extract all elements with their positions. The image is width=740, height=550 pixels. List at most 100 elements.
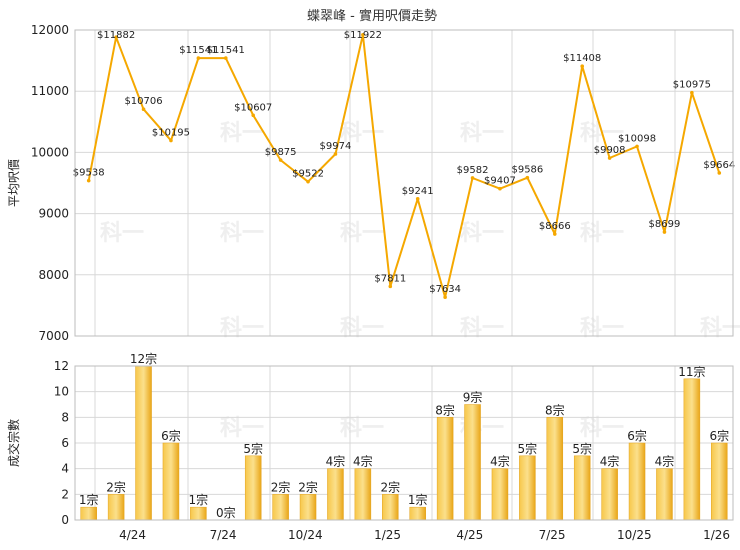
price-point bbox=[635, 144, 639, 149]
price-line-layer: $9538 $11882 $10706 $10195 $11541$11541 $1060… bbox=[73, 30, 735, 299]
price-point bbox=[580, 64, 585, 69]
volume-data-label: 4宗 bbox=[490, 454, 510, 469]
watermark-text: 科一 bbox=[340, 121, 384, 146]
volume-data-label: 2宗 bbox=[271, 479, 291, 494]
price-data-label: $10706 bbox=[124, 96, 162, 107]
volume-data-label: 4宗 bbox=[655, 454, 675, 469]
price-point bbox=[333, 152, 338, 156]
volume-bar bbox=[546, 417, 564, 521]
price-data-label: $11922 bbox=[344, 30, 382, 41]
volume-data-label: 6宗 bbox=[161, 428, 181, 443]
volume-bar-layer: 1宗 2宗 12宗 6宗 1宗 0宗 5宗 2宗 2宗 4宗 4宗 2宗 1宗 8宗 9宗 4宗 5宗 8宗 5宗 4… bbox=[79, 351, 729, 521]
x-tick-label: 4/24 bbox=[119, 528, 146, 542]
volume-bar bbox=[354, 468, 372, 521]
x-tick-label: 1/26 bbox=[703, 528, 730, 542]
price-data-label: $9241 bbox=[402, 186, 434, 197]
price-point bbox=[607, 156, 612, 160]
price-point bbox=[717, 171, 722, 175]
volume-data-label: 5宗 bbox=[518, 441, 538, 456]
price-data-label: $10098 bbox=[618, 133, 656, 144]
volume-data-label: 4宗 bbox=[353, 454, 373, 469]
price-point bbox=[552, 232, 557, 236]
price-point bbox=[443, 295, 447, 299]
volume-bar bbox=[601, 468, 618, 521]
x-tick-label: 1/25 bbox=[374, 528, 401, 542]
x-tick-label: 7/25 bbox=[539, 528, 566, 542]
price-data-label: $9522 bbox=[292, 169, 324, 180]
price-data-label: $7634 bbox=[429, 284, 461, 295]
price-point bbox=[278, 158, 283, 162]
volume-y-tick-label: 2 bbox=[61, 487, 69, 501]
volume-plot-frame bbox=[74, 365, 734, 521]
volume-bar bbox=[299, 494, 317, 521]
price-point bbox=[306, 179, 310, 184]
price-data-label: $11408 bbox=[563, 53, 601, 64]
volume-bar bbox=[190, 506, 207, 521]
price-plot-frame bbox=[74, 29, 734, 337]
volume-bar bbox=[272, 494, 289, 521]
watermark-text: 科一 bbox=[220, 316, 264, 341]
chart-title: 蝶翠峰 - 實用呎價走勢 bbox=[307, 8, 437, 24]
watermark-text: 科一 bbox=[700, 316, 740, 341]
volume-data-label: 2宗 bbox=[106, 479, 126, 494]
volume-y-tick-label: 10 bbox=[54, 385, 69, 399]
volume-data-label: 4宗 bbox=[326, 454, 346, 469]
price-data-label: $7811 bbox=[374, 273, 406, 284]
price-data-label: $8666 bbox=[539, 221, 571, 232]
x-tick-label: 4/25 bbox=[456, 528, 483, 542]
price-point bbox=[169, 138, 173, 143]
x-tick-label: 10/25 bbox=[617, 528, 652, 542]
price-data-label: $9875 bbox=[265, 147, 297, 158]
price-data-label: $10975 bbox=[673, 80, 711, 91]
watermark-text: 科一 bbox=[340, 416, 384, 441]
volume-y-tick-label: 4 bbox=[61, 462, 69, 476]
price-point bbox=[251, 113, 256, 118]
price-data-label: $10195 bbox=[152, 127, 190, 138]
volume-data-label: 8宗 bbox=[435, 402, 455, 417]
volume-data-label: 6宗 bbox=[627, 428, 647, 443]
volume-bar bbox=[656, 468, 673, 521]
volume-data-label: 1宗 bbox=[79, 492, 99, 507]
price-point bbox=[388, 284, 393, 289]
volume-bar bbox=[464, 404, 481, 521]
price-data-label: $11541 bbox=[179, 45, 217, 56]
price-y-tick-label: 11000 bbox=[31, 84, 69, 98]
volume-data-label: 5宗 bbox=[572, 441, 592, 456]
watermark-text: 科一 bbox=[580, 416, 624, 441]
price-data-label: $9582 bbox=[457, 165, 489, 176]
price-point bbox=[223, 56, 228, 60]
price-data-label: $11882 bbox=[97, 30, 135, 41]
volume-data-label: 9宗 bbox=[463, 390, 483, 405]
x-tick-label: 7/24 bbox=[210, 528, 237, 542]
watermark-text: 科一 bbox=[580, 221, 624, 246]
x-tick-label: 10/24 bbox=[288, 528, 323, 542]
volume-data-label: 6宗 bbox=[709, 428, 729, 443]
volume-bar bbox=[491, 468, 509, 521]
watermark-text: 科一 bbox=[460, 221, 504, 246]
watermark-text: 科一 bbox=[340, 316, 384, 341]
price-data-label: $9586 bbox=[511, 165, 543, 176]
volume-bar bbox=[107, 494, 125, 521]
volume-axis-label: 成交宗數 bbox=[6, 419, 21, 467]
watermark-text: 科一 bbox=[220, 416, 264, 441]
price-series-line bbox=[87, 33, 721, 299]
price-point bbox=[690, 90, 694, 95]
volume-bar bbox=[711, 442, 728, 521]
volume-bar bbox=[683, 378, 701, 521]
price-y-tick-label: 9000 bbox=[38, 207, 69, 221]
volume-data-label: 8宗 bbox=[545, 402, 565, 417]
volume-bar bbox=[573, 455, 591, 521]
volume-y-tick-label: 8 bbox=[61, 410, 69, 424]
volume-bar bbox=[244, 455, 262, 521]
price-point bbox=[196, 56, 201, 60]
price-y-tick-label: 7000 bbox=[38, 329, 69, 343]
volume-y-tick-label: 6 bbox=[61, 436, 69, 450]
price-point bbox=[662, 230, 667, 234]
watermark-text: 科一 bbox=[340, 221, 384, 246]
watermark-text: 科一 bbox=[220, 221, 264, 246]
watermark-text: 科一 bbox=[580, 316, 624, 341]
watermark-text: 科一 bbox=[100, 221, 144, 246]
volume-data-label: 4宗 bbox=[600, 454, 620, 469]
